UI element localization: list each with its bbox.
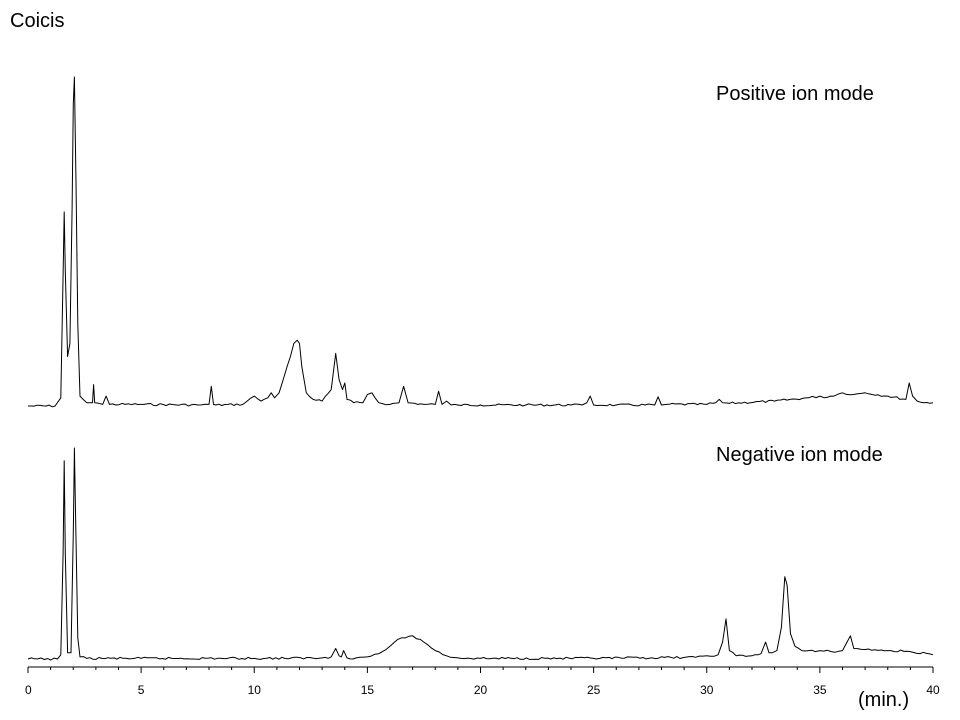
x-tick-label: 20: [474, 683, 488, 697]
x-tick-label: 15: [361, 683, 375, 697]
x-tick-label: 35: [813, 683, 827, 697]
trace-negative: [27, 447, 934, 661]
x-tick-label: 40: [926, 683, 940, 697]
x-ticks-group: 0 5 10 15 20 25 30 35 40: [25, 667, 940, 697]
x-tick-label: 25: [587, 683, 601, 697]
x-tick-label: 30: [700, 683, 714, 697]
series-label-positive: Positive ion mode: [716, 83, 874, 105]
x-tick-label: 0: [25, 683, 32, 697]
x-axis-label: (min.): [858, 689, 909, 711]
series-label-negative: Negative ion mode: [716, 444, 883, 466]
chart-title: Coicis: [10, 10, 64, 32]
x-tick-label: 5: [138, 683, 145, 697]
x-tick-label: 10: [248, 683, 262, 697]
trace-positive: [28, 76, 934, 408]
traces-group: [27, 76, 934, 661]
